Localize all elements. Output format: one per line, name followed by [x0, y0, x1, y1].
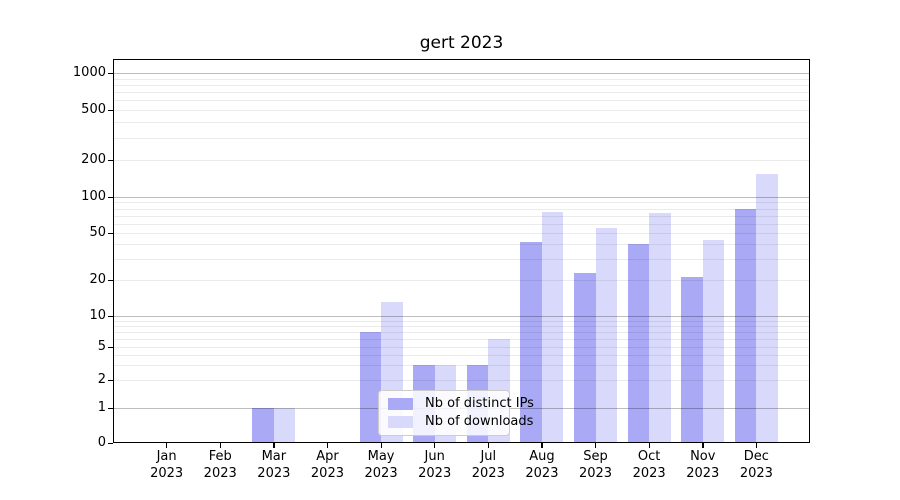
x-tick-mark-aug — [541, 443, 543, 448]
x-tick-label-month: Apr — [316, 449, 339, 464]
x-tick-label-month: Aug — [529, 449, 555, 464]
x-tick-label-may: May 2023 — [349, 449, 413, 482]
x-tick-label-jun: Jun 2023 — [403, 449, 467, 482]
plot-area — [113, 59, 810, 443]
y-tick-label-5: 5 — [97, 339, 106, 354]
x-tick-label-month: Oct — [637, 449, 661, 464]
x-tick-mark-sep — [595, 443, 597, 448]
x-tick-label-month: Dec — [743, 449, 769, 464]
bar-ips-oct — [627, 244, 650, 443]
bar-downloads-sep — [595, 228, 617, 443]
x-tick-label-year: 2023 — [739, 465, 773, 481]
bar-ips-aug — [520, 241, 542, 443]
y-tick-mark-0 — [108, 442, 113, 444]
x-tick-label-month: May — [367, 449, 395, 464]
x-tick-label-year: 2023 — [257, 465, 291, 481]
x-tick-label-oct: Oct 2023 — [617, 449, 681, 482]
x-tick-label-dec: Dec 2023 — [724, 449, 788, 482]
x-tick-mark-dec — [755, 443, 758, 448]
y-tick-label-500: 500 — [81, 102, 106, 117]
x-tick-mark-jun — [434, 443, 436, 448]
x-tick-label-year: 2023 — [364, 465, 398, 481]
bar-downloads-oct — [649, 213, 671, 443]
x-tick-label-nov: Nov 2023 — [671, 449, 735, 482]
x-tick-label-jul: Jul 2023 — [456, 449, 520, 482]
x-tick-label-year: 2023 — [471, 465, 505, 481]
bar-downloads-mar — [273, 408, 296, 443]
x-tick-label-year: 2023 — [525, 465, 559, 481]
y-tick-mark-50 — [108, 232, 113, 234]
bar-ips-may — [359, 331, 382, 443]
x-tick-label-jan: Jan 2023 — [135, 449, 199, 482]
bar-downloads-dec — [756, 173, 778, 443]
legend-item-downloads: Nb of downloads — [388, 413, 533, 431]
x-tick-label-year: 2023 — [150, 465, 184, 481]
y-tick-mark-2 — [108, 379, 113, 381]
y-tick-mark-10 — [108, 315, 113, 317]
y-tick-mark-200 — [108, 159, 113, 161]
legend-label-downloads: Nb of downloads — [425, 414, 534, 430]
x-tick-label-year: 2023 — [686, 465, 720, 481]
y-tick-label-1000: 1000 — [72, 65, 106, 80]
x-tick-mark-jan — [166, 443, 168, 448]
x-tick-label-feb: Feb 2023 — [188, 449, 252, 482]
bar-ips-sep — [574, 272, 596, 443]
legend-swatch-downloads — [388, 416, 413, 429]
x-tick-label-year: 2023 — [578, 465, 613, 481]
bars-layer — [113, 59, 810, 443]
x-tick-label-year: 2023 — [310, 465, 344, 481]
y-tick-mark-100 — [108, 196, 113, 198]
x-tick-mark-feb — [219, 443, 222, 448]
legend-swatch-distinct-ips — [388, 397, 413, 410]
x-tick-label-apr: Apr 2023 — [295, 449, 359, 482]
y-tick-mark-1000 — [108, 72, 113, 74]
x-tick-label-year: 2023 — [632, 465, 666, 481]
x-tick-label-mar: Mar 2023 — [242, 449, 306, 482]
bar-ips-mar — [252, 408, 274, 443]
x-tick-label-year: 2023 — [418, 465, 452, 481]
y-tick-mark-5 — [108, 346, 113, 348]
x-tick-label-sep: Sep 2023 — [564, 449, 628, 482]
y-tick-mark-1 — [108, 407, 113, 409]
x-tick-label-month: Jun — [424, 449, 445, 464]
x-tick-label-month: Jul — [480, 449, 497, 464]
x-tick-mark-mar — [273, 443, 275, 448]
y-tick-label-50: 50 — [89, 225, 106, 240]
y-tick-label-0: 0 — [97, 435, 106, 450]
x-tick-label-month: Feb — [208, 449, 232, 464]
x-tick-label-month: Jan — [156, 449, 177, 464]
legend-item-distinct-ips: Nb of distinct IPs — [388, 395, 534, 413]
y-tick-label-10: 10 — [89, 308, 106, 323]
bar-ips-dec — [734, 208, 757, 443]
y-tick-label-20: 20 — [89, 272, 106, 287]
y-tick-label-200: 200 — [81, 152, 106, 167]
chart-title: gert 2023 — [419, 33, 504, 53]
y-tick-label-100: 100 — [81, 189, 106, 204]
y-tick-mark-500 — [108, 109, 113, 111]
x-tick-label-month: Nov — [690, 449, 716, 464]
x-tick-label-year: 2023 — [203, 465, 237, 481]
legend: Nb of distinct IPs Nb of downloads — [378, 390, 534, 436]
x-tick-mark-jul — [487, 443, 490, 448]
x-tick-label-month: Mar — [261, 449, 287, 464]
y-tick-label-1: 1 — [97, 400, 106, 415]
bar-downloads-nov — [702, 239, 725, 443]
x-tick-mark-apr — [326, 443, 329, 448]
x-tick-mark-oct — [648, 443, 650, 448]
y-tick-mark-20 — [108, 279, 113, 281]
bar-ips-nov — [681, 277, 703, 443]
x-tick-mark-nov — [702, 443, 704, 448]
legend-label-distinct-ips: Nb of distinct IPs — [425, 395, 534, 411]
y-tick-label-2: 2 — [97, 372, 106, 387]
x-tick-label-month: Sep — [583, 449, 608, 464]
x-tick-mark-may — [380, 443, 382, 448]
x-tick-label-aug: Aug 2023 — [510, 449, 574, 482]
bar-downloads-aug — [541, 211, 564, 443]
